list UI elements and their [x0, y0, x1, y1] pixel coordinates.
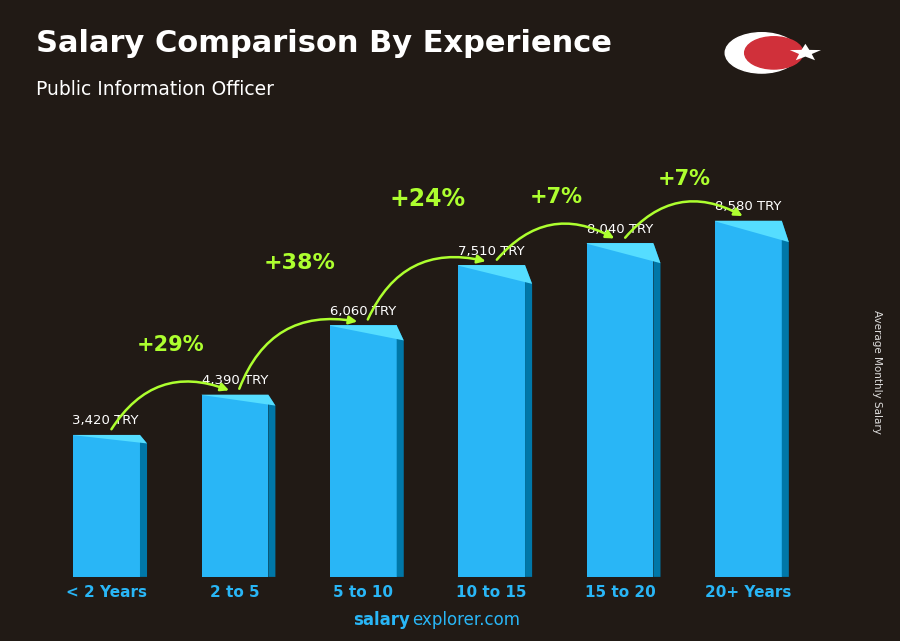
Text: Public Information Officer: Public Information Officer	[36, 80, 274, 99]
Polygon shape	[458, 265, 532, 284]
Text: 3,420 TRY: 3,420 TRY	[72, 415, 139, 428]
Text: +24%: +24%	[390, 187, 465, 211]
Text: +38%: +38%	[263, 253, 335, 273]
Bar	[587, 243, 653, 577]
Polygon shape	[268, 395, 275, 577]
Polygon shape	[140, 435, 147, 577]
Polygon shape	[715, 221, 788, 242]
Bar	[202, 395, 268, 577]
Polygon shape	[525, 265, 532, 577]
Circle shape	[725, 33, 798, 73]
Circle shape	[744, 37, 803, 69]
Polygon shape	[782, 221, 788, 577]
Polygon shape	[653, 243, 661, 577]
Polygon shape	[202, 395, 275, 406]
Text: +7%: +7%	[529, 187, 582, 208]
Bar	[73, 435, 140, 577]
Text: 8,580 TRY: 8,580 TRY	[716, 200, 781, 213]
Polygon shape	[73, 435, 147, 444]
Polygon shape	[397, 326, 404, 577]
Bar	[458, 265, 525, 577]
Text: explorer.com: explorer.com	[412, 612, 520, 629]
Text: 7,510 TRY: 7,510 TRY	[458, 245, 525, 258]
Polygon shape	[330, 326, 404, 340]
Text: 6,060 TRY: 6,060 TRY	[330, 305, 397, 318]
Polygon shape	[790, 44, 821, 60]
Bar	[715, 221, 782, 577]
Text: +7%: +7%	[658, 169, 711, 189]
Text: salary: salary	[353, 612, 410, 629]
Bar	[330, 326, 397, 577]
Text: Average Monthly Salary: Average Monthly Salary	[872, 310, 883, 434]
Text: Salary Comparison By Experience: Salary Comparison By Experience	[36, 29, 612, 58]
Polygon shape	[587, 243, 661, 263]
Text: 8,040 TRY: 8,040 TRY	[587, 222, 653, 236]
Text: 4,390 TRY: 4,390 TRY	[202, 374, 268, 387]
Text: +29%: +29%	[137, 335, 204, 355]
